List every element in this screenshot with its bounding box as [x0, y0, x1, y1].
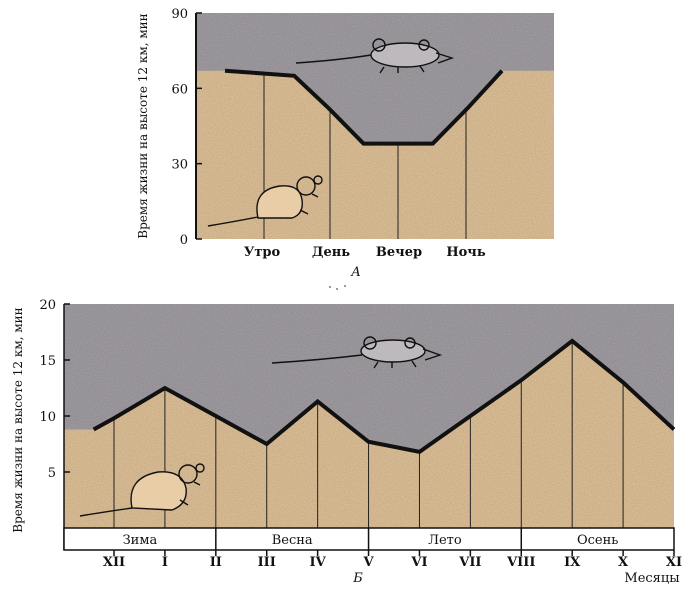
season-label: Зима — [123, 533, 158, 548]
month-labels: XII I II III IV V VI VII VIII IX X XI — [103, 550, 682, 570]
mouse-icon — [295, 38, 455, 74]
month-label: XI — [666, 555, 682, 570]
chart-b-y-tick-label: 20 — [39, 298, 56, 313]
month-label: I — [162, 555, 168, 570]
chart-a-categories: Утро День Вечер Ночь — [244, 245, 486, 260]
month-label: VII — [458, 555, 481, 570]
chart-b-y-tick-label: 5 — [48, 466, 56, 481]
chart-a-panel-label: А — [350, 265, 361, 280]
month-label: V — [362, 555, 374, 570]
month-label: III — [258, 555, 276, 570]
chart-b-y-tick-label: 15 — [39, 354, 56, 369]
scan-marks — [329, 285, 346, 290]
mouse-icon — [79, 463, 205, 517]
chart-b-y-label: Время жизни на высоте 12 км, мин — [11, 307, 25, 532]
month-label: IX — [564, 555, 581, 570]
chart-a-y-tick-label: 60 — [171, 82, 188, 97]
chart-a-texture — [196, 13, 554, 239]
chart-a-y-tick-label: 30 — [171, 158, 188, 173]
month-label: IV — [310, 555, 327, 570]
month-label: VI — [410, 555, 427, 570]
mouse-icon — [271, 336, 443, 369]
chart-a-category-label: Ночь — [446, 245, 485, 260]
chart-a-category-label: День — [312, 245, 350, 260]
chart-b-panel-label: Б — [352, 571, 363, 586]
chart-a-y-tick-label: 0 — [180, 233, 188, 248]
chart-b-y-tick-label: 10 — [39, 410, 56, 425]
chart-a-y-label: Время жизни на высоте 12 км, мин — [136, 13, 150, 238]
month-label: X — [618, 555, 629, 570]
chart-a: 0 30 60 90 Утро День Вечер Ночь Время жизни на… — [136, 7, 554, 280]
month-label: VIII — [506, 555, 535, 570]
chart-b-month-dividers — [113, 340, 624, 528]
chart-b-x-label: Месяцы — [624, 571, 679, 586]
month-label: XII — [103, 555, 125, 570]
season-label: Осень — [577, 533, 618, 548]
month-label: II — [210, 555, 222, 570]
season-label: Лето — [428, 533, 462, 548]
season-labels: Зима Весна Лето Осень — [123, 528, 618, 550]
chart-a-category-label: Утро — [244, 245, 281, 260]
chart-a-line — [224, 68, 504, 146]
chart-a-category-label: Вечер — [376, 245, 422, 260]
season-label: Весна — [272, 533, 313, 548]
chart-b-line — [92, 338, 676, 454]
chart-a-y-ticks: 0 30 60 90 — [171, 7, 202, 248]
chart-a-y-tick-label: 90 — [171, 7, 188, 22]
mouse-icon — [207, 175, 323, 227]
chart-b-y-ticks: 5 10 15 20 — [39, 298, 70, 481]
